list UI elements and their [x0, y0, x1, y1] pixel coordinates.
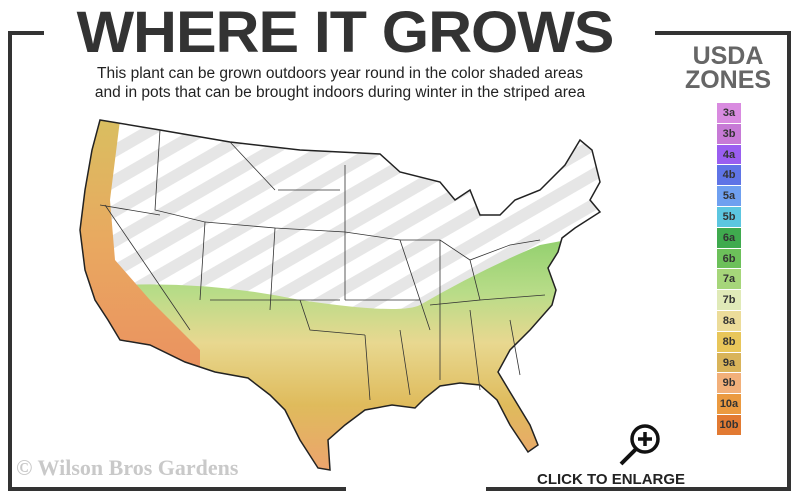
legend-zone-9a: 9a [717, 352, 741, 373]
legend-zone-3b: 3b [717, 123, 741, 144]
legend-zone-8a: 8a [717, 310, 741, 331]
page-title: WHERE IT GROWS [76, 0, 615, 65]
us-hardiness-map[interactable] [0, 0, 640, 490]
zone-legend: 3a 3b 4a 4b 5a 5b 6a 6b 7a 7b 8a 8b 9a 9b 10a 10b [717, 103, 741, 436]
frame-top-left [9, 31, 44, 35]
legend-zone-10a: 10a [717, 394, 741, 414]
legend-zone-4b: 4b [717, 165, 741, 186]
legend-zone-8b: 8b [717, 331, 741, 352]
legend-zone-4a: 4a [717, 144, 741, 165]
state-borders [99, 129, 546, 401]
click-to-enlarge-link[interactable]: CLICK TO ENLARGE [537, 471, 686, 488]
frame-left [8, 31, 12, 491]
legend-zone-6b: 6b [717, 248, 741, 269]
frame-bottom-right [486, 487, 791, 491]
watermark: © Wilson Bros Gardens [16, 455, 239, 480]
legend-zone-6a: 6a [717, 227, 741, 248]
legend-zone-5a: 5a [717, 186, 741, 206]
subtitle: This plant can be grown outdoors year ro… [40, 64, 640, 102]
legend-title: USDA ZONES [668, 42, 788, 94]
legend-zone-7a: 7a [717, 269, 741, 290]
legend-title-line-2: ZONES [684, 66, 772, 94]
legend-zone-9b: 9b [717, 373, 741, 394]
subtitle-line-1: This plant can be grown outdoors year ro… [97, 65, 583, 82]
legend-title-line-1: USDA [692, 42, 764, 70]
magnifier-plus-icon[interactable] [616, 422, 664, 466]
frame-bottom-left [8, 487, 346, 491]
legend-zone-10b: 10b [717, 414, 741, 435]
legend-zone-5b: 5b [717, 206, 741, 227]
legend-zone-3a: 3a [717, 103, 741, 123]
subtitle-line-2: and in pots that can be brought indoors … [94, 84, 586, 101]
frame-top-right [655, 31, 791, 35]
frame-right [787, 31, 791, 491]
legend-zone-7b: 7b [717, 290, 741, 310]
